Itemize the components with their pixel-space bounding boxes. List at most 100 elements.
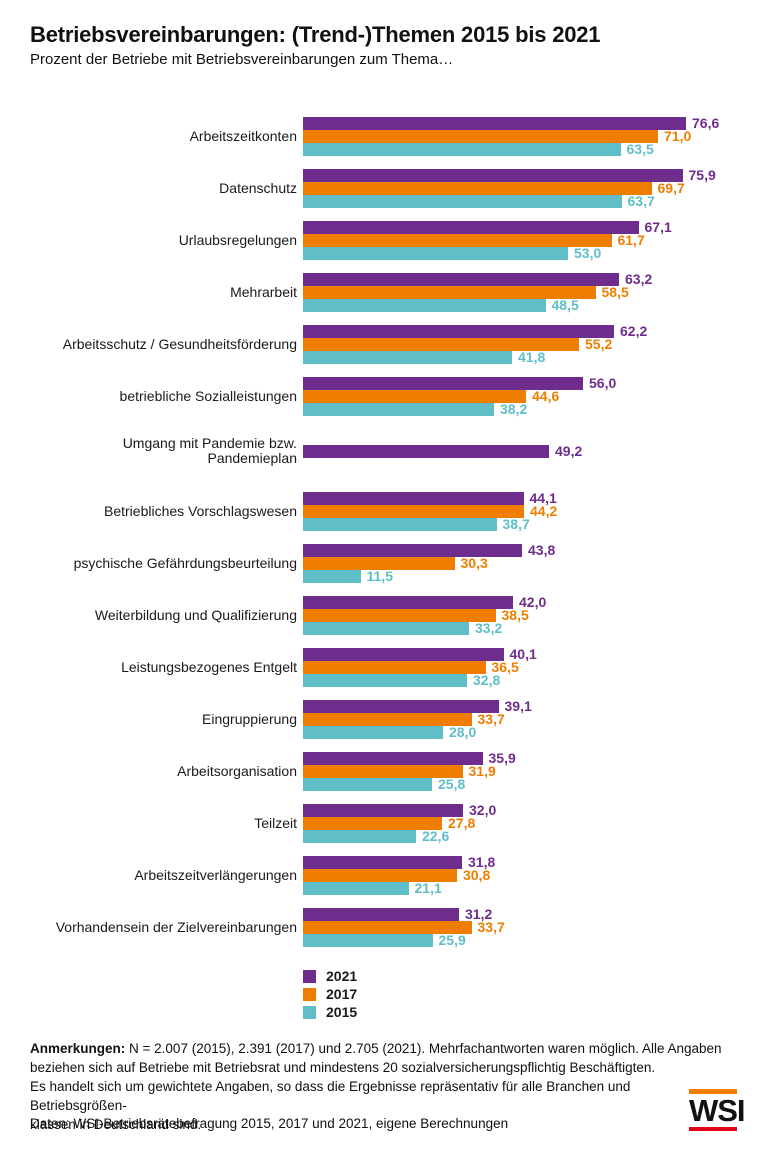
bar-value: 63,5: [626, 141, 654, 157]
bar-value: 25,8: [438, 776, 466, 792]
legend-swatch: [303, 1006, 316, 1019]
bar-2021: [303, 169, 683, 182]
category-label: Datenschutz: [219, 180, 297, 196]
bar-value: 40,1: [509, 646, 537, 662]
bar-value: 25,9: [438, 932, 466, 948]
bar-2015: [303, 674, 467, 687]
bar-line: 11,5: [303, 569, 555, 583]
bar-2015: [303, 622, 469, 635]
bar-value: 38,7: [502, 516, 530, 532]
bar-group: 44,1 44,2 38,7: [303, 491, 557, 532]
bar-value: 63,2: [625, 271, 653, 287]
bar-value: 48,5: [551, 297, 579, 313]
chart-title: Betriebsvereinbarungen: (Trend-)Themen 2…: [30, 22, 601, 47]
category-label: Weiterbildung und Qualifizierung: [94, 607, 297, 623]
bar-value: 36,5: [491, 659, 519, 675]
bar-value: 31,2: [465, 906, 493, 922]
bar-2017: [303, 130, 658, 143]
bar-line: 71,0: [303, 129, 719, 143]
legend-label: 2021: [326, 968, 358, 984]
bar-2021: [303, 444, 549, 458]
chart-row: Vorhandensein der Zielvereinbarungen 31,2…: [30, 906, 738, 948]
bar-line: 33,2: [303, 620, 546, 636]
bar-value: 61,7: [617, 232, 645, 248]
bar-value: 56,0: [589, 375, 617, 391]
bar-value: 31,8: [468, 854, 496, 870]
category-label: Arbeitszeitkonten: [189, 128, 297, 144]
bar-2015: [303, 726, 443, 739]
bar-2021: [303, 648, 504, 661]
category-label: Urlaubsregelungen: [178, 232, 297, 248]
chart-row: Arbeitsschutz / Gesundheitsförderung 62,2…: [30, 324, 738, 365]
bar-line: 36,5: [303, 659, 537, 675]
bar-2017: [303, 234, 612, 247]
bar-value: 38,2: [500, 401, 528, 417]
bar-group: 49,2: [303, 444, 582, 458]
bar-value: 41,8: [518, 349, 546, 365]
bar-group: 43,8 30,3 11,5: [303, 542, 556, 583]
bar-chart: Arbeitszeitkonten 76,6 71,0 63,5 Datenschutz…: [30, 116, 738, 948]
bar-2021: [303, 752, 483, 765]
bar-2015: [303, 247, 568, 260]
chart-row: Betriebliches Vorschlagswesen 44,1 44,2 38,…: [30, 491, 738, 532]
chart-row: Leistungsbezogenes Entgelt 40,1 36,5 32,8: [30, 646, 738, 687]
bar-value: 33,7: [477, 919, 505, 935]
bar-2017: [303, 765, 463, 778]
bar-line: 33,7: [303, 712, 532, 726]
bar-line: 63,7: [303, 194, 716, 208]
chart-row: Umgang mit Pandemie bzw. Pandemieplan 49,…: [30, 436, 738, 466]
chart-row: Eingruppierung 39,1 33,7 28,0: [30, 699, 738, 739]
logo-text: WSI: [689, 1093, 746, 1128]
bar-2015: [303, 570, 361, 583]
bar-value: 43,8: [528, 542, 556, 558]
notes-label: Anmerkungen:: [30, 1041, 126, 1056]
bar-line: 53,0: [303, 245, 672, 261]
bar-line: 44,2: [303, 504, 557, 518]
category-label: Arbeitsorganisation: [177, 763, 297, 779]
bar-2021: [303, 856, 462, 869]
bar-value: 67,1: [644, 219, 672, 235]
bar-2017: [303, 609, 496, 622]
bar-group: 75,9 69,7 63,7: [303, 168, 716, 208]
bar-2021: [303, 700, 499, 713]
bar-line: 44,6: [303, 389, 616, 403]
legend-label: 2015: [326, 1004, 358, 1020]
bar-line: 30,3: [303, 555, 555, 571]
bar-value: 35,9: [488, 750, 516, 766]
bar-group: 31,2 33,7 25,9: [303, 906, 505, 948]
bar-line: 33,7: [303, 919, 505, 935]
notes-block: Anmerkungen: N = 2.007 (2015), 2.391 (20…: [30, 1039, 730, 1134]
legend-item-2015: 2015: [303, 1004, 738, 1020]
bar-value: 32,0: [469, 802, 497, 818]
bar-value: 38,5: [501, 607, 529, 623]
bar-line: 58,5: [303, 285, 652, 299]
bar-value: 53,0: [574, 245, 602, 261]
chart-row: Arbeitszeitkonten 76,6 71,0 63,5: [30, 116, 738, 157]
bar-line: 61,7: [303, 232, 672, 248]
bar-value: 31,9: [468, 763, 496, 779]
bar-2021: [303, 492, 524, 505]
bar-2021: [303, 325, 614, 338]
category-label: Vorhandensein der Zielvereinbarungen: [55, 919, 297, 935]
chart-row: Arbeitsorganisation 35,9 31,9 25,8: [30, 750, 738, 792]
bar-line: 25,9: [303, 932, 505, 948]
bar-2021: [303, 221, 639, 234]
bar-2015: [303, 351, 512, 364]
logo-top-bar: [689, 1089, 737, 1094]
bar-value: 30,3: [460, 555, 488, 571]
bar-line: 32,8: [303, 673, 537, 687]
bar-line: 69,7: [303, 181, 716, 195]
category-label: Arbeitsschutz / Gesundheitsförderung: [62, 336, 297, 352]
chart-row: Teilzeit 32,0 27,8 22,6: [30, 802, 738, 843]
bar-line: 35,9: [303, 750, 516, 766]
bar-group: 35,9 31,9 25,8: [303, 750, 516, 792]
bar-value: 33,2: [475, 620, 503, 636]
bar-line: 38,7: [303, 516, 557, 532]
source-line: Daten: WSI-Betriebsrätebefragung 2015, 2…: [30, 1116, 509, 1131]
bar-2021: [303, 117, 686, 130]
bar-line: 40,1: [303, 646, 537, 662]
bar-2017: [303, 817, 442, 830]
bar-2017: [303, 557, 455, 570]
bar-line: 21,1: [303, 881, 495, 895]
bar-line: 31,8: [303, 854, 496, 870]
